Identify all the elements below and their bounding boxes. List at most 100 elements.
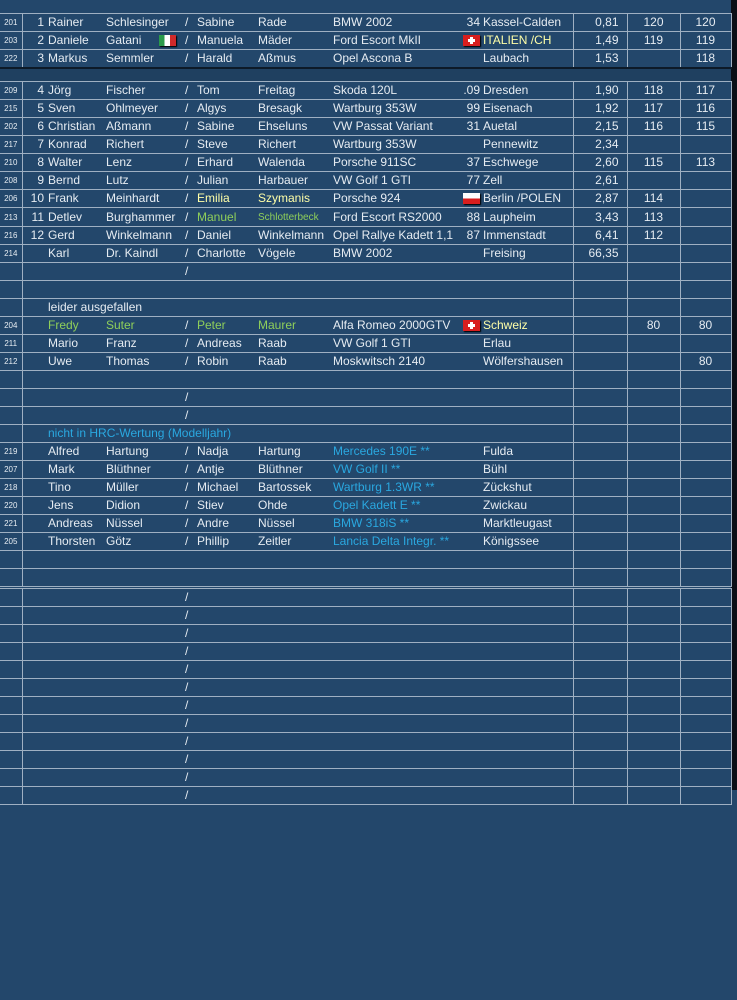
- car-model: Ford Escort MkII: [333, 33, 422, 47]
- start-number-cell: [0, 262, 23, 281]
- points-1-cell: [627, 460, 681, 479]
- points-2: 80: [698, 318, 713, 332]
- time-value: 2,60: [595, 155, 619, 169]
- start-number-cell: [0, 732, 23, 751]
- codriver-last-name-cell: [258, 568, 333, 588]
- separator-cell: /: [185, 31, 197, 50]
- time-value-cell: 1,49: [573, 31, 628, 50]
- separator-cell: /: [185, 316, 197, 335]
- car-model: BMW 318iS **: [333, 516, 410, 530]
- position-cell: [22, 370, 48, 389]
- start-number: 218: [4, 483, 18, 492]
- points-1: 112: [643, 228, 664, 242]
- codriver-last-name: Bresagk: [258, 101, 303, 115]
- codriver-last-name-cell: [258, 298, 333, 317]
- codriver-first-name-cell: [197, 388, 258, 407]
- driver-first-name: Jens: [48, 498, 74, 512]
- car-model-cell: [333, 298, 463, 317]
- separator-cell: /: [185, 586, 197, 607]
- car-year-cell: [463, 514, 483, 533]
- time-value-cell: [573, 424, 628, 443]
- position-cell: 7: [22, 135, 48, 154]
- city-cell: Laubach: [483, 49, 574, 68]
- start-number: 202: [4, 122, 18, 131]
- codriver-last-name-cell: Szymanis: [258, 189, 333, 208]
- position: 8: [37, 155, 44, 169]
- time-value-cell: [573, 316, 628, 335]
- position-cell: 1: [22, 13, 48, 32]
- position-cell: [22, 696, 48, 715]
- car-year-cell: [463, 678, 483, 697]
- points-1-cell: [627, 298, 681, 317]
- car-year: 34: [466, 15, 480, 29]
- separator-slash: /: [185, 173, 189, 187]
- points-2-cell: [680, 696, 732, 715]
- codriver-first-name-cell: Manuel: [197, 207, 258, 227]
- empty-row: /: [0, 678, 732, 697]
- time-value-cell: [573, 586, 628, 607]
- driver-first-name-cell: [48, 586, 106, 607]
- driver-last-name-cell: [106, 660, 185, 679]
- empty-row: [0, 550, 732, 569]
- separator-cell: /: [185, 660, 197, 679]
- city-cell: [483, 660, 574, 679]
- start-number-cell: 215: [0, 99, 23, 118]
- points-1-cell: [627, 352, 681, 371]
- start-number: 219: [4, 447, 18, 456]
- position-cell: 11: [22, 207, 48, 227]
- driver-first-name-cell: Fredy: [48, 316, 106, 335]
- separator-slash: /: [185, 626, 189, 640]
- points-1-cell: [627, 750, 681, 769]
- driver-last-name-cell: [106, 696, 185, 715]
- car-model: Opel Ascona B: [333, 51, 413, 65]
- driver-first-name-cell: [48, 678, 106, 697]
- start-number-cell: 201: [0, 13, 23, 32]
- codriver-first-name-cell: [197, 370, 258, 389]
- table-row: 213 11 Detlev Burghammer / Manuel Schlotterbec…: [0, 207, 732, 227]
- car-model-cell: Alfa Romeo 2000GTV: [333, 316, 463, 335]
- car-model-cell: Opel Kadett E **: [333, 496, 463, 515]
- empty-row: /: [0, 786, 732, 805]
- car-model: VW Golf II **: [333, 462, 401, 476]
- driver-first-name: Andreas: [48, 516, 93, 530]
- city: Zückshut: [483, 480, 532, 494]
- start-number: 216: [4, 231, 18, 240]
- car-model: Wartburg 1.3WR **: [333, 480, 435, 494]
- time-value-cell: [573, 460, 628, 479]
- driver-last-name-cell: Blüthner: [106, 460, 185, 479]
- driver-last-name: Winkelmann: [106, 228, 173, 242]
- separator-cell: [0, 67, 731, 82]
- driver-first-name-cell: [48, 388, 106, 407]
- car-model-cell: [333, 714, 463, 733]
- position: 2: [37, 33, 44, 47]
- city: Fulda: [483, 444, 514, 458]
- position-cell: [22, 750, 48, 769]
- codriver-last-name-cell: Aßmus: [258, 49, 333, 68]
- separator-slash: /: [185, 498, 189, 512]
- points-2: 120: [695, 15, 716, 29]
- driver-last-name: Aßmann: [106, 119, 152, 133]
- points-1: 119: [643, 33, 664, 47]
- codriver-last-name-cell: Ohde: [258, 496, 333, 515]
- position: 7: [37, 137, 44, 151]
- section-label-row: leider ausgefallen: [0, 298, 732, 317]
- car-year-cell: [463, 244, 483, 263]
- car-year-cell: [463, 696, 483, 715]
- time-value-cell: [573, 732, 628, 751]
- car-model: Opel Kadett E **: [333, 498, 421, 512]
- start-number-cell: [0, 586, 23, 607]
- points-1-cell: [627, 568, 681, 588]
- codriver-first-name-cell: [197, 696, 258, 715]
- codriver-first-name-cell: [197, 424, 258, 443]
- driver-last-name-cell: [106, 370, 185, 389]
- points-1-cell: 120: [627, 13, 681, 32]
- points-2-cell: 80: [680, 352, 732, 371]
- car-model-cell: [333, 768, 463, 787]
- driver-first-name: Jörg: [48, 83, 72, 97]
- time-value-cell: 2,60: [573, 153, 628, 172]
- start-number: 214: [4, 249, 18, 258]
- points-2: 115: [695, 119, 716, 133]
- car-year-cell: [463, 496, 483, 515]
- car-model-cell: Wartburg 353W: [333, 135, 463, 154]
- points-2-cell: [680, 334, 732, 353]
